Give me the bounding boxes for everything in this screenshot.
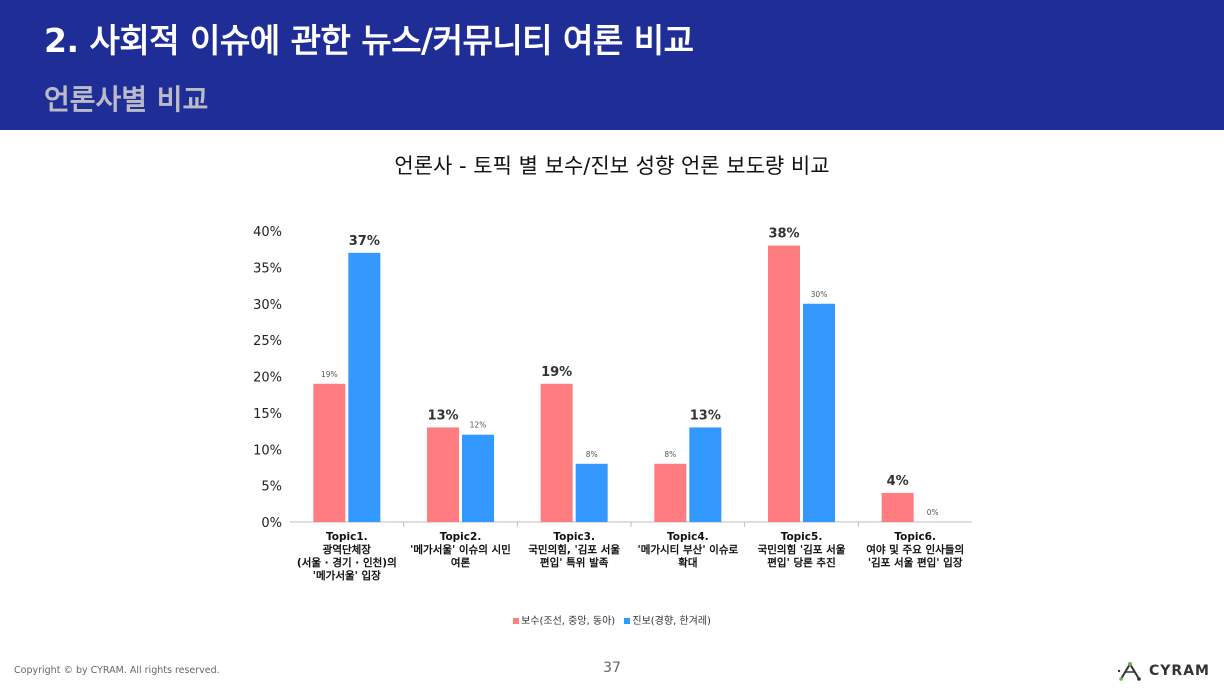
- data-label: 19%: [541, 365, 572, 380]
- category-label-line: 여야 및 주요 인사들의: [866, 544, 965, 556]
- y-tick-label: 30%: [253, 298, 282, 313]
- legend-item-progressive: 진보(경향, 한겨레): [624, 612, 711, 627]
- bar-progressive: [803, 303, 835, 522]
- data-label: 0%: [927, 508, 939, 517]
- y-tick-label: 0%: [261, 516, 282, 531]
- category-label-line: 확대: [678, 557, 698, 569]
- category-label: Topic3. 국민의힘, '김포 서울 편입' 특위 발족: [518, 531, 630, 570]
- y-tick-label: 35%: [253, 261, 282, 276]
- category-label: Topic6. 여야 및 주요 인사들의 '김포 서울 편입' 입장: [859, 531, 971, 570]
- chart-title: 언론사 - 토픽 별 보수/진보 성향 언론 보도량 비교: [394, 154, 830, 178]
- category-label-line: 국민의힘, '김포 서울: [528, 544, 621, 556]
- category-label-line: Topic5.: [780, 531, 823, 543]
- data-label: 12%: [470, 421, 487, 430]
- bar-progressive: [348, 252, 381, 522]
- legend-item-conservative: 보수(조선, 중앙, 동아): [513, 612, 615, 627]
- bar-conservative: [654, 463, 687, 522]
- bar-conservative: [768, 245, 800, 523]
- header-banner: 2. 사회적 이슈에 관한 뉴스/커뮤니티 여론 비교 언론사별 비교: [0, 0, 1224, 130]
- data-label: 8%: [664, 450, 676, 459]
- category-label-line: Topic4.: [667, 531, 709, 543]
- page-number: 37: [603, 660, 621, 676]
- category-label-line: '메가시티 부산' 이슈로: [637, 544, 739, 556]
- category-label-line: Topic1.: [326, 531, 368, 543]
- category-label: Topic2. '메가서울' 이슈의 시민 여론: [405, 531, 517, 570]
- category-label-line: 편입' 특위 발족: [539, 557, 609, 569]
- category-label-line: Topic3.: [553, 531, 595, 543]
- data-label: 4%: [887, 474, 909, 489]
- bar-conservative: [313, 383, 346, 522]
- bar-conservative: [427, 427, 459, 522]
- legend-label-progressive: 진보(경향, 한겨레): [632, 616, 711, 627]
- cyram-logo: CYRAM: [1117, 660, 1210, 682]
- category-label-line: '김포 서울 편입' 입장: [867, 557, 963, 569]
- legend-label-conservative: 보수(조선, 중앙, 동아): [521, 616, 616, 627]
- data-label: 8%: [586, 450, 598, 459]
- data-label: 37%: [349, 234, 380, 249]
- category-label-line: Topic6.: [894, 531, 936, 543]
- legend-swatch-conservative: [513, 618, 520, 624]
- category-label: Topic4. '메가시티 부산' 이슈로 확대: [632, 531, 744, 570]
- category-label: Topic5. 국민의힘 '김포 서울 편입' 당론 추진: [746, 531, 858, 570]
- chart-legend: 보수(조선, 중앙, 동아) 진보(경향, 한겨레): [0, 612, 1224, 627]
- page-title: 2. 사회적 이슈에 관한 뉴스/커뮤니티 여론 비교: [44, 21, 694, 60]
- category-label-line: 광역단체장: [322, 544, 371, 556]
- bar-progressive: [575, 463, 608, 522]
- category-label-line: (서울 · 경기 · 인천)의: [296, 557, 397, 569]
- category-label-line: '메가서울' 이슈의 시민: [410, 544, 511, 556]
- data-label: 13%: [427, 408, 458, 423]
- copyright-text: Copyright © by CYRAM. All rights reserve…: [14, 665, 220, 676]
- category-label-line: Topic2.: [439, 531, 482, 543]
- data-label: 13%: [690, 408, 721, 423]
- bar-conservative: [881, 492, 914, 522]
- bar-progressive: [689, 427, 722, 522]
- bar-conservative: [540, 383, 573, 522]
- y-tick-label: 5%: [261, 480, 282, 495]
- y-tick-label: 10%: [253, 443, 282, 458]
- category-label-line: 편입' 당론 추진: [767, 557, 836, 569]
- y-tick-label: 25%: [253, 334, 282, 349]
- data-label: 38%: [768, 227, 799, 242]
- bar-progressive: [462, 434, 494, 522]
- data-label: 19%: [321, 370, 338, 379]
- category-label-line: 여론: [450, 557, 471, 569]
- category-label-line: '메가서울' 입장: [312, 570, 381, 582]
- data-label: 30%: [811, 290, 828, 299]
- category-label: Topic1. 광역단체장 (서울 · 경기 · 인천)의 '메가서울' 입장: [291, 531, 403, 583]
- y-tick-label: 15%: [253, 407, 282, 422]
- cyram-logo-icon: [1117, 662, 1141, 681]
- legend-swatch-progressive: [624, 618, 631, 624]
- logo-text: CYRAM: [1149, 663, 1210, 679]
- y-tick-label: 40%: [253, 225, 282, 240]
- y-tick-label: 20%: [253, 371, 282, 386]
- category-label-line: 국민의힘 '김포 서울: [757, 544, 846, 556]
- page-subtitle: 언론사별 비교: [44, 83, 209, 116]
